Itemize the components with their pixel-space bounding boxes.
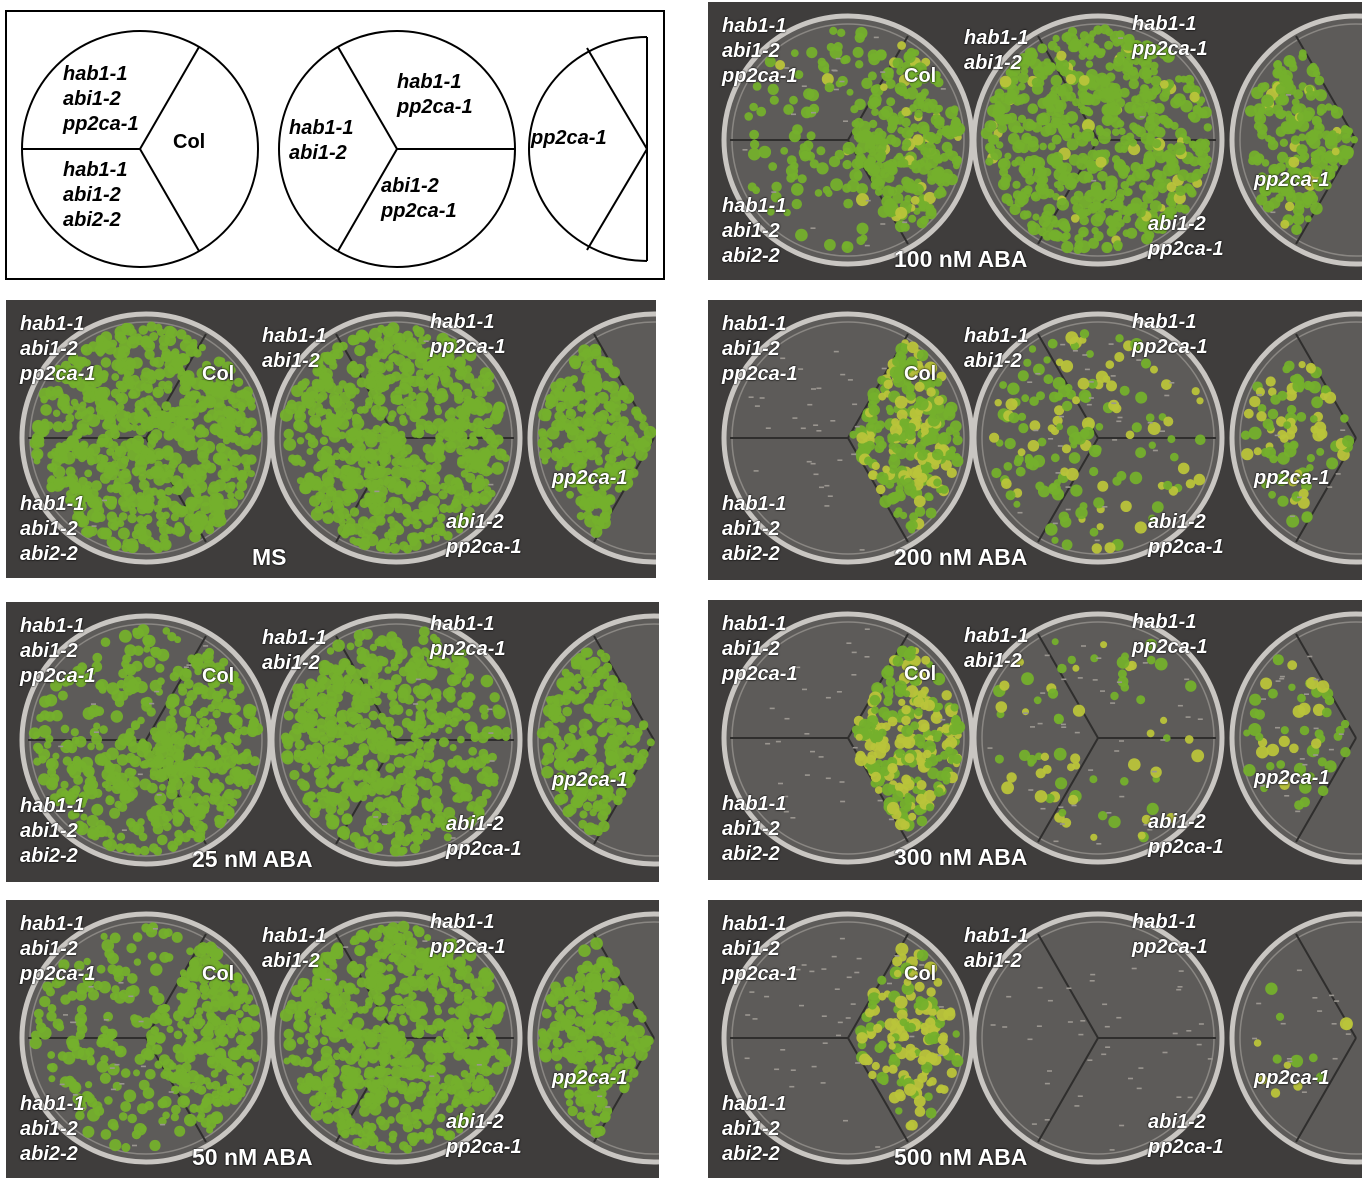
label-col: Col xyxy=(202,963,235,985)
label-triple-pp2ca: hab1-1 abi1-2 pp2ca-1 xyxy=(722,913,798,985)
seedlings xyxy=(748,329,1355,554)
petri-dish xyxy=(1229,911,1362,1165)
seedlings xyxy=(742,24,1358,254)
label-hab1-abi1: hab1-1 abi1-2 xyxy=(964,625,1029,672)
condition-label: MS xyxy=(252,544,287,570)
label-abi1-pp2ca: abi1-2 pp2ca-1 xyxy=(1148,213,1224,260)
seedlings xyxy=(29,920,654,1154)
label-hab1-pp2ca: hab1-1 pp2ca-1 xyxy=(1132,13,1208,60)
label-hab1-pp2ca: hab1-1 pp2ca-1 xyxy=(397,71,473,118)
label-hab1-pp2ca: hab1-1 pp2ca-1 xyxy=(430,911,506,958)
seedlings xyxy=(28,624,655,857)
label-hab1-abi1: hab1-1 abi1-2 xyxy=(964,925,1029,972)
condition-label: 200 nM ABA xyxy=(894,544,1028,570)
schematic-outline xyxy=(21,30,648,268)
petri-dish xyxy=(1229,311,1362,565)
plate-photo xyxy=(721,911,1362,1165)
label-pp2ca: pp2ca-1 xyxy=(552,467,628,489)
label-hab1-pp2ca: hab1-1 pp2ca-1 xyxy=(430,311,506,358)
label-hab1-abi1: hab1-1 abi1-2 xyxy=(964,27,1029,74)
label-col: Col xyxy=(904,963,937,985)
panel-ms: hab1-1 abi1-2 pp2ca-1 hab1-1 abi1-2 abi2-… xyxy=(6,300,656,578)
label-abi1-pp2ca: abi1-2 pp2ca-1 xyxy=(1148,1111,1224,1158)
label-abi1-pp2ca: abi1-2 pp2ca-1 xyxy=(446,511,522,558)
label-pp2ca: pp2ca-1 xyxy=(1254,169,1330,191)
label-triple-pp2ca: hab1-1 abi1-2 pp2ca-1 xyxy=(722,15,798,87)
label-triple-abi2: hab1-1 abi1-2 abi2-2 xyxy=(722,493,787,565)
label-pp2ca: pp2ca-1 xyxy=(1254,767,1330,789)
label-triple-abi2: hab1-1 abi1-2 abi2-2 xyxy=(722,195,787,267)
label-hab1-pp2ca: hab1-1 pp2ca-1 xyxy=(1132,611,1208,658)
petri-dish xyxy=(527,911,659,1165)
plate-photo xyxy=(19,311,656,565)
label-hab1-abi1: hab1-1 abi1-2 xyxy=(262,627,327,674)
label-hab1-abi1: hab1-1 abi1-2 xyxy=(964,325,1029,372)
label-triple-pp2ca: hab1-1 abi1-2 pp2ca-1 xyxy=(20,615,96,687)
label-hab1-pp2ca: hab1-1 pp2ca-1 xyxy=(1132,911,1208,958)
panel-aba-200: hab1-1 abi1-2 pp2ca-1 hab1-1 abi1-2 abi2-… xyxy=(708,300,1362,580)
label-triple-abi2: hab1-1 abi1-2 abi2-2 xyxy=(20,493,85,565)
label-hab1-abi1: hab1-1 abi1-2 xyxy=(262,925,327,972)
condition-label: 100 nM ABA xyxy=(894,246,1028,272)
label-col: Col xyxy=(173,131,206,153)
panel-aba-50: hab1-1 abi1-2 pp2ca-1 hab1-1 abi1-2 abi2-… xyxy=(6,900,659,1178)
plate-photo xyxy=(721,13,1362,267)
plate-photo xyxy=(721,611,1362,865)
label-hab1-pp2ca: hab1-1 pp2ca-1 xyxy=(1132,311,1208,358)
label-pp2ca: pp2ca-1 xyxy=(552,1067,628,1089)
label-pp2ca: pp2ca-1 xyxy=(552,769,628,791)
label-triple-abi2: hab1-1 abi1-2 abi2-2 xyxy=(20,1093,85,1165)
seedlings xyxy=(29,321,656,554)
label-col: Col xyxy=(202,363,235,385)
label-col: Col xyxy=(904,65,937,87)
label-col: Col xyxy=(904,663,937,685)
label-abi1-pp2ca: abi1-2 pp2ca-1 xyxy=(446,1111,522,1158)
plate-photo xyxy=(721,311,1362,565)
plate-photo xyxy=(19,911,659,1165)
petri-dish xyxy=(1229,611,1362,865)
label-abi1-pp2ca: abi1-2 pp2ca-1 xyxy=(1148,811,1224,858)
seedlings xyxy=(765,628,1351,845)
condition-label: 50 nM ABA xyxy=(192,1144,313,1170)
label-hab1-pp2ca: hab1-1 pp2ca-1 xyxy=(430,613,506,660)
panel-aba-500: hab1-1 abi1-2 pp2ca-1 hab1-1 abi1-2 abi2-… xyxy=(708,900,1362,1178)
schematic-dish-3 xyxy=(528,36,648,262)
label-abi1-pp2ca: abi1-2 pp2ca-1 xyxy=(381,175,457,222)
label-triple-pp2ca: hab1-1 abi1-2 pp2ca-1 xyxy=(722,313,798,385)
label-triple-pp2ca: hab1-1 abi1-2 pp2ca-1 xyxy=(63,63,139,135)
label-triple-pp2ca: hab1-1 abi1-2 pp2ca-1 xyxy=(20,313,96,385)
label-hab1-abi1: hab1-1 abi1-2 xyxy=(262,325,327,372)
plate-photo xyxy=(19,613,659,867)
panel-aba-25: hab1-1 abi1-2 pp2ca-1 hab1-1 abi1-2 abi2-… xyxy=(6,602,659,882)
condition-label: 300 nM ABA xyxy=(894,844,1028,870)
label-triple-pp2ca: hab1-1 abi1-2 pp2ca-1 xyxy=(722,613,798,685)
petri-dish xyxy=(527,311,656,565)
label-triple-abi2: hab1-1 abi1-2 abi2-2 xyxy=(63,159,128,231)
label-abi1-pp2ca: abi1-2 pp2ca-1 xyxy=(1148,511,1224,558)
label-col: Col xyxy=(202,665,235,687)
condition-label: 500 nM ABA xyxy=(894,1144,1028,1170)
label-abi1-pp2ca: abi1-2 pp2ca-1 xyxy=(446,813,522,860)
label-pp2ca: pp2ca-1 xyxy=(1254,467,1330,489)
label-triple-abi2: hab1-1 abi1-2 abi2-2 xyxy=(20,795,85,867)
panel-schematic: hab1-1 abi1-2 pp2ca-1 hab1-1 abi1-2 abi2… xyxy=(5,10,665,280)
label-triple-abi2: hab1-1 abi1-2 abi2-2 xyxy=(722,1093,787,1165)
label-col: Col xyxy=(904,363,937,385)
label-pp2ca: pp2ca-1 xyxy=(1254,1067,1330,1089)
condition-label: 25 nM ABA xyxy=(192,846,313,872)
label-triple-pp2ca: hab1-1 abi1-2 pp2ca-1 xyxy=(20,913,96,985)
label-triple-abi2: hab1-1 abi1-2 abi2-2 xyxy=(722,793,787,865)
label-pp2ca: pp2ca-1 xyxy=(531,127,607,149)
panel-aba-100: hab1-1 abi1-2 pp2ca-1 hab1-1 abi1-2 abi2-… xyxy=(708,2,1362,280)
seedlings xyxy=(744,937,1353,1151)
label-hab1-abi1: hab1-1 abi1-2 xyxy=(289,117,354,164)
panel-aba-300: hab1-1 abi1-2 pp2ca-1 hab1-1 abi1-2 abi2-… xyxy=(708,600,1362,880)
